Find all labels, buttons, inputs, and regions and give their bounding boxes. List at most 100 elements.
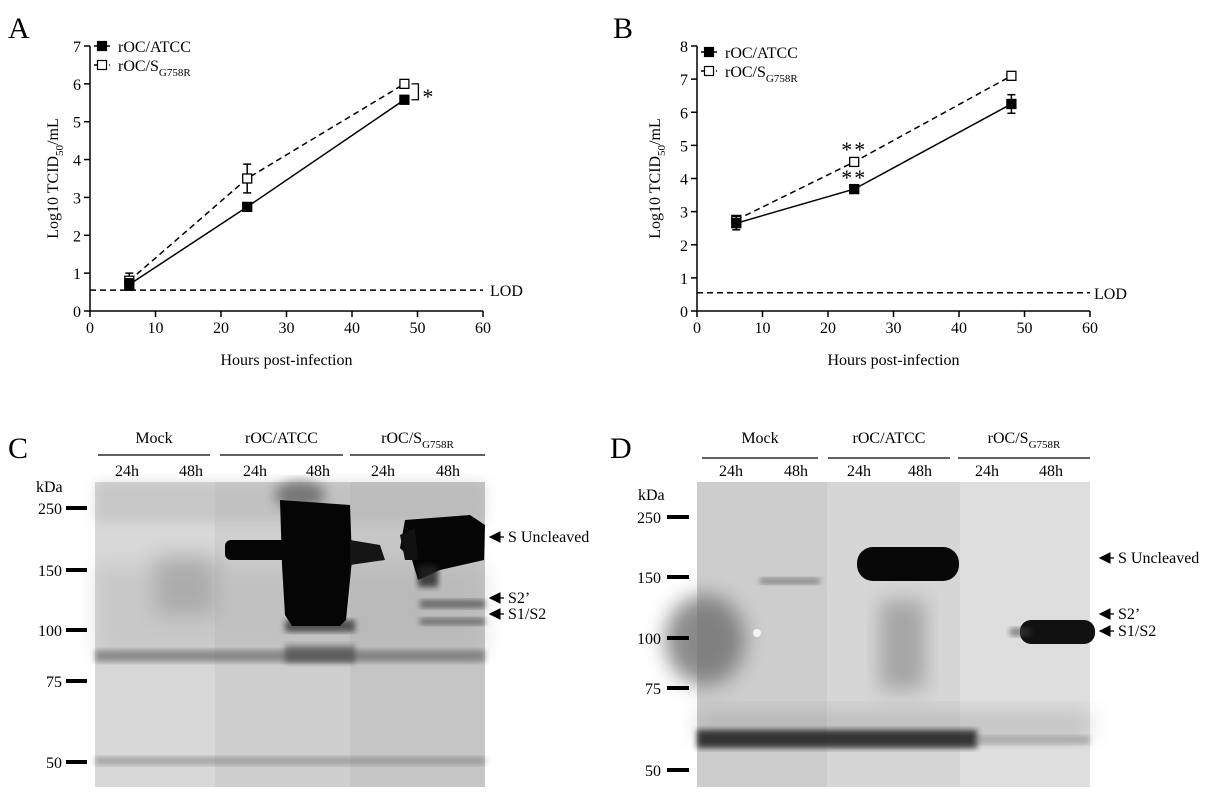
y-axis-label: Log10 TCID50/mL [647, 118, 668, 238]
lane-group-label: rOC/SG758R [988, 430, 1061, 451]
x-tick-label: 30 [279, 320, 295, 337]
kda-label: kDa [36, 479, 63, 496]
data-point [242, 201, 253, 213]
band-label: S1/S2 [508, 606, 546, 623]
data-point [731, 218, 742, 229]
x-tick-label: 60 [1082, 320, 1098, 337]
y-tick-label: 1 [73, 266, 81, 283]
legend-label: rOC/ATCC [725, 45, 798, 62]
series-line [736, 103, 1012, 224]
x-axis-label: Hours post-infection [828, 352, 960, 369]
x-tick-label: 0 [693, 320, 701, 337]
y-tick-label: 2 [73, 228, 81, 245]
y-tick-label: 6 [73, 77, 81, 94]
lane-group-label: rOC/ATCC [853, 430, 926, 447]
legend-marker [703, 46, 715, 58]
x-tick-label: 10 [148, 320, 164, 337]
marker-label: 250 [38, 501, 62, 518]
lane-label: 48h [1039, 463, 1063, 480]
data-point [242, 173, 253, 184]
lane-group-label: Mock [741, 430, 778, 447]
y-tick-label: 4 [73, 153, 81, 170]
band-label: S2’ [508, 590, 530, 607]
legend-marker [703, 65, 715, 77]
band-label: S Uncleaved [1118, 550, 1199, 567]
y-tick-label: 1 [680, 271, 688, 288]
blot-image [665, 482, 1095, 787]
lane-group-label: rOC/SG758R [381, 430, 454, 451]
blot-image [95, 481, 485, 787]
significance-star: ** [841, 165, 867, 190]
y-tick-label: 0 [73, 304, 81, 321]
band-label: S2’ [1118, 606, 1140, 623]
band-label: S Uncleaved [508, 529, 589, 546]
marker-label: 150 [637, 570, 661, 587]
lane-label: 24h [847, 463, 871, 480]
legend-label: rOC/SG758R [725, 64, 798, 85]
lane-label: 48h [179, 463, 203, 480]
panel-d-western-blot: D Mock rOC/ATCC rOC/SG758R 24h 48h 24h 48h 24h 4… [610, 430, 1199, 787]
lane-label: 48h [784, 463, 808, 480]
y-tick-label: 7 [73, 39, 81, 56]
y-tick-label: 5 [73, 115, 81, 132]
panel-letter: D [610, 432, 632, 465]
marker-label: 50 [645, 763, 661, 780]
marker-label: 50 [46, 755, 62, 772]
x-tick-label: 50 [410, 320, 426, 337]
data-point [124, 279, 135, 290]
y-tick-label: 2 [680, 238, 688, 255]
lane-group-label: rOC/ATCC [245, 430, 318, 447]
legend-marker [96, 59, 108, 71]
data-point [399, 94, 410, 105]
x-tick-label: 10 [755, 320, 771, 337]
marker-label: 75 [46, 674, 62, 691]
panel-b-line-chart: B 0 1 2 3 4 5 6 7 8 0 10 20 30 40 50 60 Hours post-infec… [613, 12, 1127, 369]
marker-label: 100 [637, 631, 661, 648]
marker-label: 150 [38, 563, 62, 580]
s-uncleaved-band [857, 547, 959, 581]
lane-label: 48h [306, 463, 330, 480]
data-point [399, 78, 410, 90]
data-point [1006, 70, 1017, 81]
lane-label: 24h [243, 463, 267, 480]
x-tick-label: 30 [886, 320, 902, 337]
panel-c-western-blot: C Mock rOC/ATCC rOC/SG758R 24h 48h 24h 48h 24h 4… [8, 430, 589, 787]
lane-label: 24h [975, 463, 999, 480]
series-line [735, 75, 1012, 221]
lod-label: LOD [1094, 286, 1127, 303]
y-tick-label: 3 [680, 205, 688, 222]
x-tick-label: 60 [475, 320, 491, 337]
x-tick-label: 40 [951, 320, 967, 337]
marker-label: 250 [637, 510, 661, 527]
y-axis-label: Log10 TCID50/mL [45, 118, 66, 238]
marker-label: 75 [645, 681, 661, 698]
x-tick-label: 40 [344, 320, 360, 337]
y-tick-label: 6 [680, 105, 688, 122]
significance-bracket [411, 83, 420, 101]
y-tick-label: 0 [680, 304, 688, 321]
s-uncleaved-smear [280, 500, 352, 626]
data-point [849, 183, 860, 195]
panel-letter: C [8, 432, 28, 465]
x-tick-label: 0 [86, 320, 94, 337]
series-line [128, 83, 405, 282]
y-tick-label: 3 [73, 190, 81, 207]
panel-letter: B [613, 12, 633, 45]
legend-marker [96, 40, 108, 52]
x-tick-label: 20 [820, 320, 836, 337]
s1-s2-band [1020, 620, 1095, 644]
y-tick-label: 4 [680, 172, 688, 189]
y-tick-label: 5 [680, 138, 688, 155]
significance-star: * [422, 84, 433, 109]
y-tick-label: 7 [680, 72, 688, 89]
kda-label: kDa [638, 487, 665, 504]
series-line [128, 99, 405, 286]
band-label: S1/S2 [1118, 623, 1156, 640]
data-point [849, 156, 860, 168]
x-tick-label: 20 [213, 320, 229, 337]
panel-letter: A [8, 12, 30, 45]
x-axis-label: Hours post-infection [221, 352, 353, 369]
legend-label: rOC/SG758R [118, 58, 191, 79]
lod-label: LOD [490, 283, 523, 300]
